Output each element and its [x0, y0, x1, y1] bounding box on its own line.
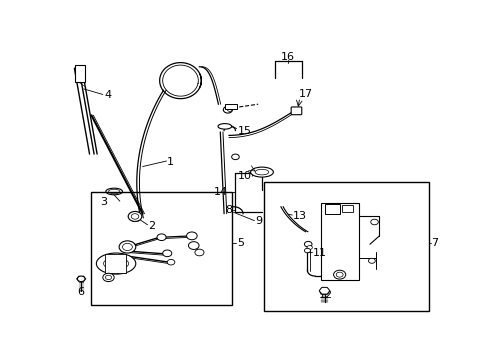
Text: 2: 2 — [148, 221, 155, 231]
Text: 3: 3 — [100, 197, 107, 207]
Circle shape — [370, 219, 378, 225]
Circle shape — [188, 242, 199, 249]
Circle shape — [333, 270, 345, 279]
Text: 4: 4 — [104, 90, 112, 100]
Bar — [104, 254, 125, 273]
Circle shape — [292, 110, 297, 114]
Ellipse shape — [108, 189, 120, 194]
Circle shape — [195, 249, 203, 256]
Text: 8: 8 — [225, 204, 232, 215]
FancyBboxPatch shape — [75, 66, 85, 82]
Circle shape — [102, 273, 114, 282]
Text: 5: 5 — [237, 238, 244, 248]
Text: 13: 13 — [292, 211, 306, 221]
Circle shape — [304, 242, 311, 247]
Circle shape — [77, 276, 85, 282]
Bar — [91, 192, 231, 305]
Text: 14: 14 — [213, 186, 227, 197]
Bar — [264, 182, 428, 311]
Circle shape — [368, 258, 374, 263]
Text: 1: 1 — [167, 157, 174, 167]
Circle shape — [231, 154, 239, 159]
Text: 11: 11 — [312, 248, 326, 258]
Circle shape — [157, 234, 166, 240]
Circle shape — [119, 241, 136, 253]
Ellipse shape — [103, 257, 128, 270]
Circle shape — [186, 232, 197, 240]
Text: 6: 6 — [78, 287, 84, 297]
Text: 10: 10 — [237, 171, 251, 181]
Circle shape — [306, 246, 312, 249]
Circle shape — [122, 243, 132, 251]
Circle shape — [223, 107, 232, 113]
Text: 7: 7 — [430, 238, 438, 248]
Text: 16: 16 — [280, 52, 294, 62]
Circle shape — [336, 272, 343, 277]
FancyBboxPatch shape — [290, 107, 301, 115]
Text: 15: 15 — [237, 126, 251, 135]
Bar — [341, 205, 352, 212]
Circle shape — [163, 250, 171, 257]
FancyBboxPatch shape — [225, 104, 236, 109]
Text: 17: 17 — [299, 90, 313, 99]
Bar — [324, 204, 339, 214]
Ellipse shape — [105, 188, 122, 195]
Ellipse shape — [255, 169, 268, 175]
Circle shape — [319, 288, 328, 294]
Ellipse shape — [250, 167, 273, 177]
Text: 9: 9 — [255, 216, 262, 226]
Text: 12: 12 — [318, 290, 332, 300]
Circle shape — [105, 275, 111, 280]
Circle shape — [304, 248, 310, 253]
Bar — [320, 203, 358, 280]
Circle shape — [167, 260, 175, 265]
Circle shape — [227, 108, 232, 111]
Ellipse shape — [218, 123, 231, 129]
Circle shape — [131, 214, 139, 219]
Ellipse shape — [96, 253, 136, 274]
Circle shape — [128, 211, 142, 221]
